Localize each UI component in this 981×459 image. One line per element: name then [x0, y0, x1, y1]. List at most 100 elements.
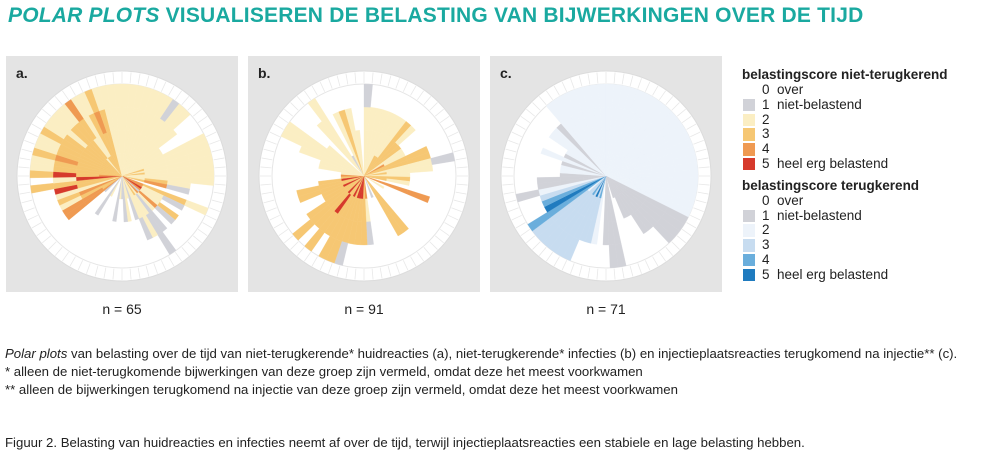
- ring-tick: [448, 131, 459, 138]
- ring-tick: [444, 123, 455, 130]
- ring-tick: [261, 191, 273, 195]
- legend-title: belastingscore niet-terugkerend: [742, 67, 948, 82]
- ring-tick: [319, 260, 326, 271]
- legend-label: heel erg belastend: [777, 155, 889, 171]
- ring-tick: [62, 90, 69, 101]
- ring-tick: [621, 267, 625, 279]
- ring-tick: [137, 267, 141, 279]
- ring-tick: [444, 222, 455, 229]
- ring-tick: [451, 207, 462, 212]
- ring-tick: [553, 85, 560, 96]
- ring-tick: [27, 131, 38, 138]
- ring-tick: [629, 75, 634, 87]
- ring-tick: [18, 183, 30, 186]
- ring-tick: [336, 75, 341, 87]
- ring-tick: [644, 260, 651, 271]
- ring-tick: [665, 96, 674, 106]
- ring-tick: [395, 78, 400, 89]
- legend-value: 1: [762, 207, 770, 223]
- ring-tick: [328, 78, 333, 89]
- ring-tick: [304, 251, 311, 262]
- ring-tick: [423, 246, 432, 256]
- ring-tick: [175, 251, 182, 262]
- ring-tick: [42, 108, 52, 117]
- ring-tick: [296, 96, 305, 106]
- legend-item: 1 niet-belastend: [742, 207, 978, 224]
- ring-tick: [637, 78, 642, 89]
- ring-tick: [345, 73, 349, 85]
- legend-item: 3: [742, 127, 978, 142]
- ring-ticks: [502, 72, 710, 280]
- ring-tick: [168, 256, 175, 267]
- n-count-a: n = 65: [102, 301, 142, 317]
- legend-item: 3: [742, 237, 978, 253]
- ring-tick: [311, 85, 318, 96]
- ring-tick: [532, 241, 541, 250]
- ring-tick: [103, 267, 107, 279]
- ring-tick: [202, 222, 213, 229]
- polar-plot-c-svg: [500, 70, 712, 282]
- ring-tick: [213, 157, 225, 161]
- ring-tick: [697, 157, 709, 161]
- ring-tick: [336, 265, 341, 277]
- ring-tick: [263, 148, 275, 153]
- polar-segments: [515, 83, 699, 269]
- ring-tick: [453, 199, 465, 204]
- ring-tick: [371, 268, 374, 280]
- ring-tick: [538, 246, 547, 256]
- ring-tick: [94, 265, 99, 277]
- legend-label: heel erg belastend: [777, 266, 889, 282]
- ring-tick: [503, 191, 515, 195]
- ring-tick: [197, 229, 208, 236]
- ring-tick: [508, 207, 519, 212]
- ring-tick: [273, 123, 284, 130]
- ring-tick: [77, 81, 84, 92]
- ring-tick: [54, 96, 63, 106]
- ring-tick: [455, 157, 467, 161]
- legend-swatch: [743, 209, 755, 223]
- legend-value: 2: [762, 222, 770, 238]
- ring-tick: [387, 75, 392, 87]
- ring-tick: [77, 260, 84, 271]
- ring-tick: [197, 116, 208, 123]
- ring-tick: [693, 140, 704, 145]
- ring-tick: [192, 235, 202, 244]
- ring-tick: [402, 260, 409, 271]
- polar-cell: [363, 175, 374, 198]
- ring-tick: [24, 140, 35, 145]
- ring-tick: [260, 166, 272, 169]
- ring-tick: [175, 90, 182, 101]
- polar-segments: [29, 83, 215, 255]
- ring-tick: [160, 260, 167, 271]
- ring-tick: [423, 96, 432, 106]
- legend-swatch: [743, 84, 755, 97]
- ring-tick: [455, 191, 467, 195]
- ring-tick: [561, 260, 568, 271]
- ring-tick: [652, 85, 659, 96]
- polar-cell: [190, 170, 215, 179]
- ring-tick: [429, 102, 438, 111]
- legend-item: 5 heel erg belastend: [742, 266, 978, 283]
- ring-tick: [686, 222, 697, 229]
- polar-cell: [112, 198, 120, 222]
- ring-tick: [695, 148, 707, 153]
- n-count-c: n = 71: [586, 301, 626, 317]
- ring-tick: [260, 183, 272, 186]
- legend-swatch: [743, 98, 755, 112]
- ring-tick: [263, 199, 275, 204]
- polar-cell: [307, 97, 328, 122]
- ring-tick: [596, 72, 599, 84]
- legend-label: over: [777, 192, 804, 208]
- ring-tick: [168, 85, 175, 96]
- caption-line: Polar plots van belasting over de tijd v…: [5, 345, 975, 363]
- ring-tick: [676, 235, 686, 244]
- ring-tick: [561, 81, 568, 92]
- ring-tick: [546, 90, 553, 101]
- ring-tick: [62, 251, 69, 262]
- legend-item: 0 over: [742, 82, 978, 98]
- legend-swatch: [743, 268, 755, 282]
- ring-ticks: [260, 72, 468, 280]
- legend-value: 5: [762, 155, 770, 171]
- ring-tick: [296, 246, 305, 256]
- ring-tick: [18, 166, 30, 169]
